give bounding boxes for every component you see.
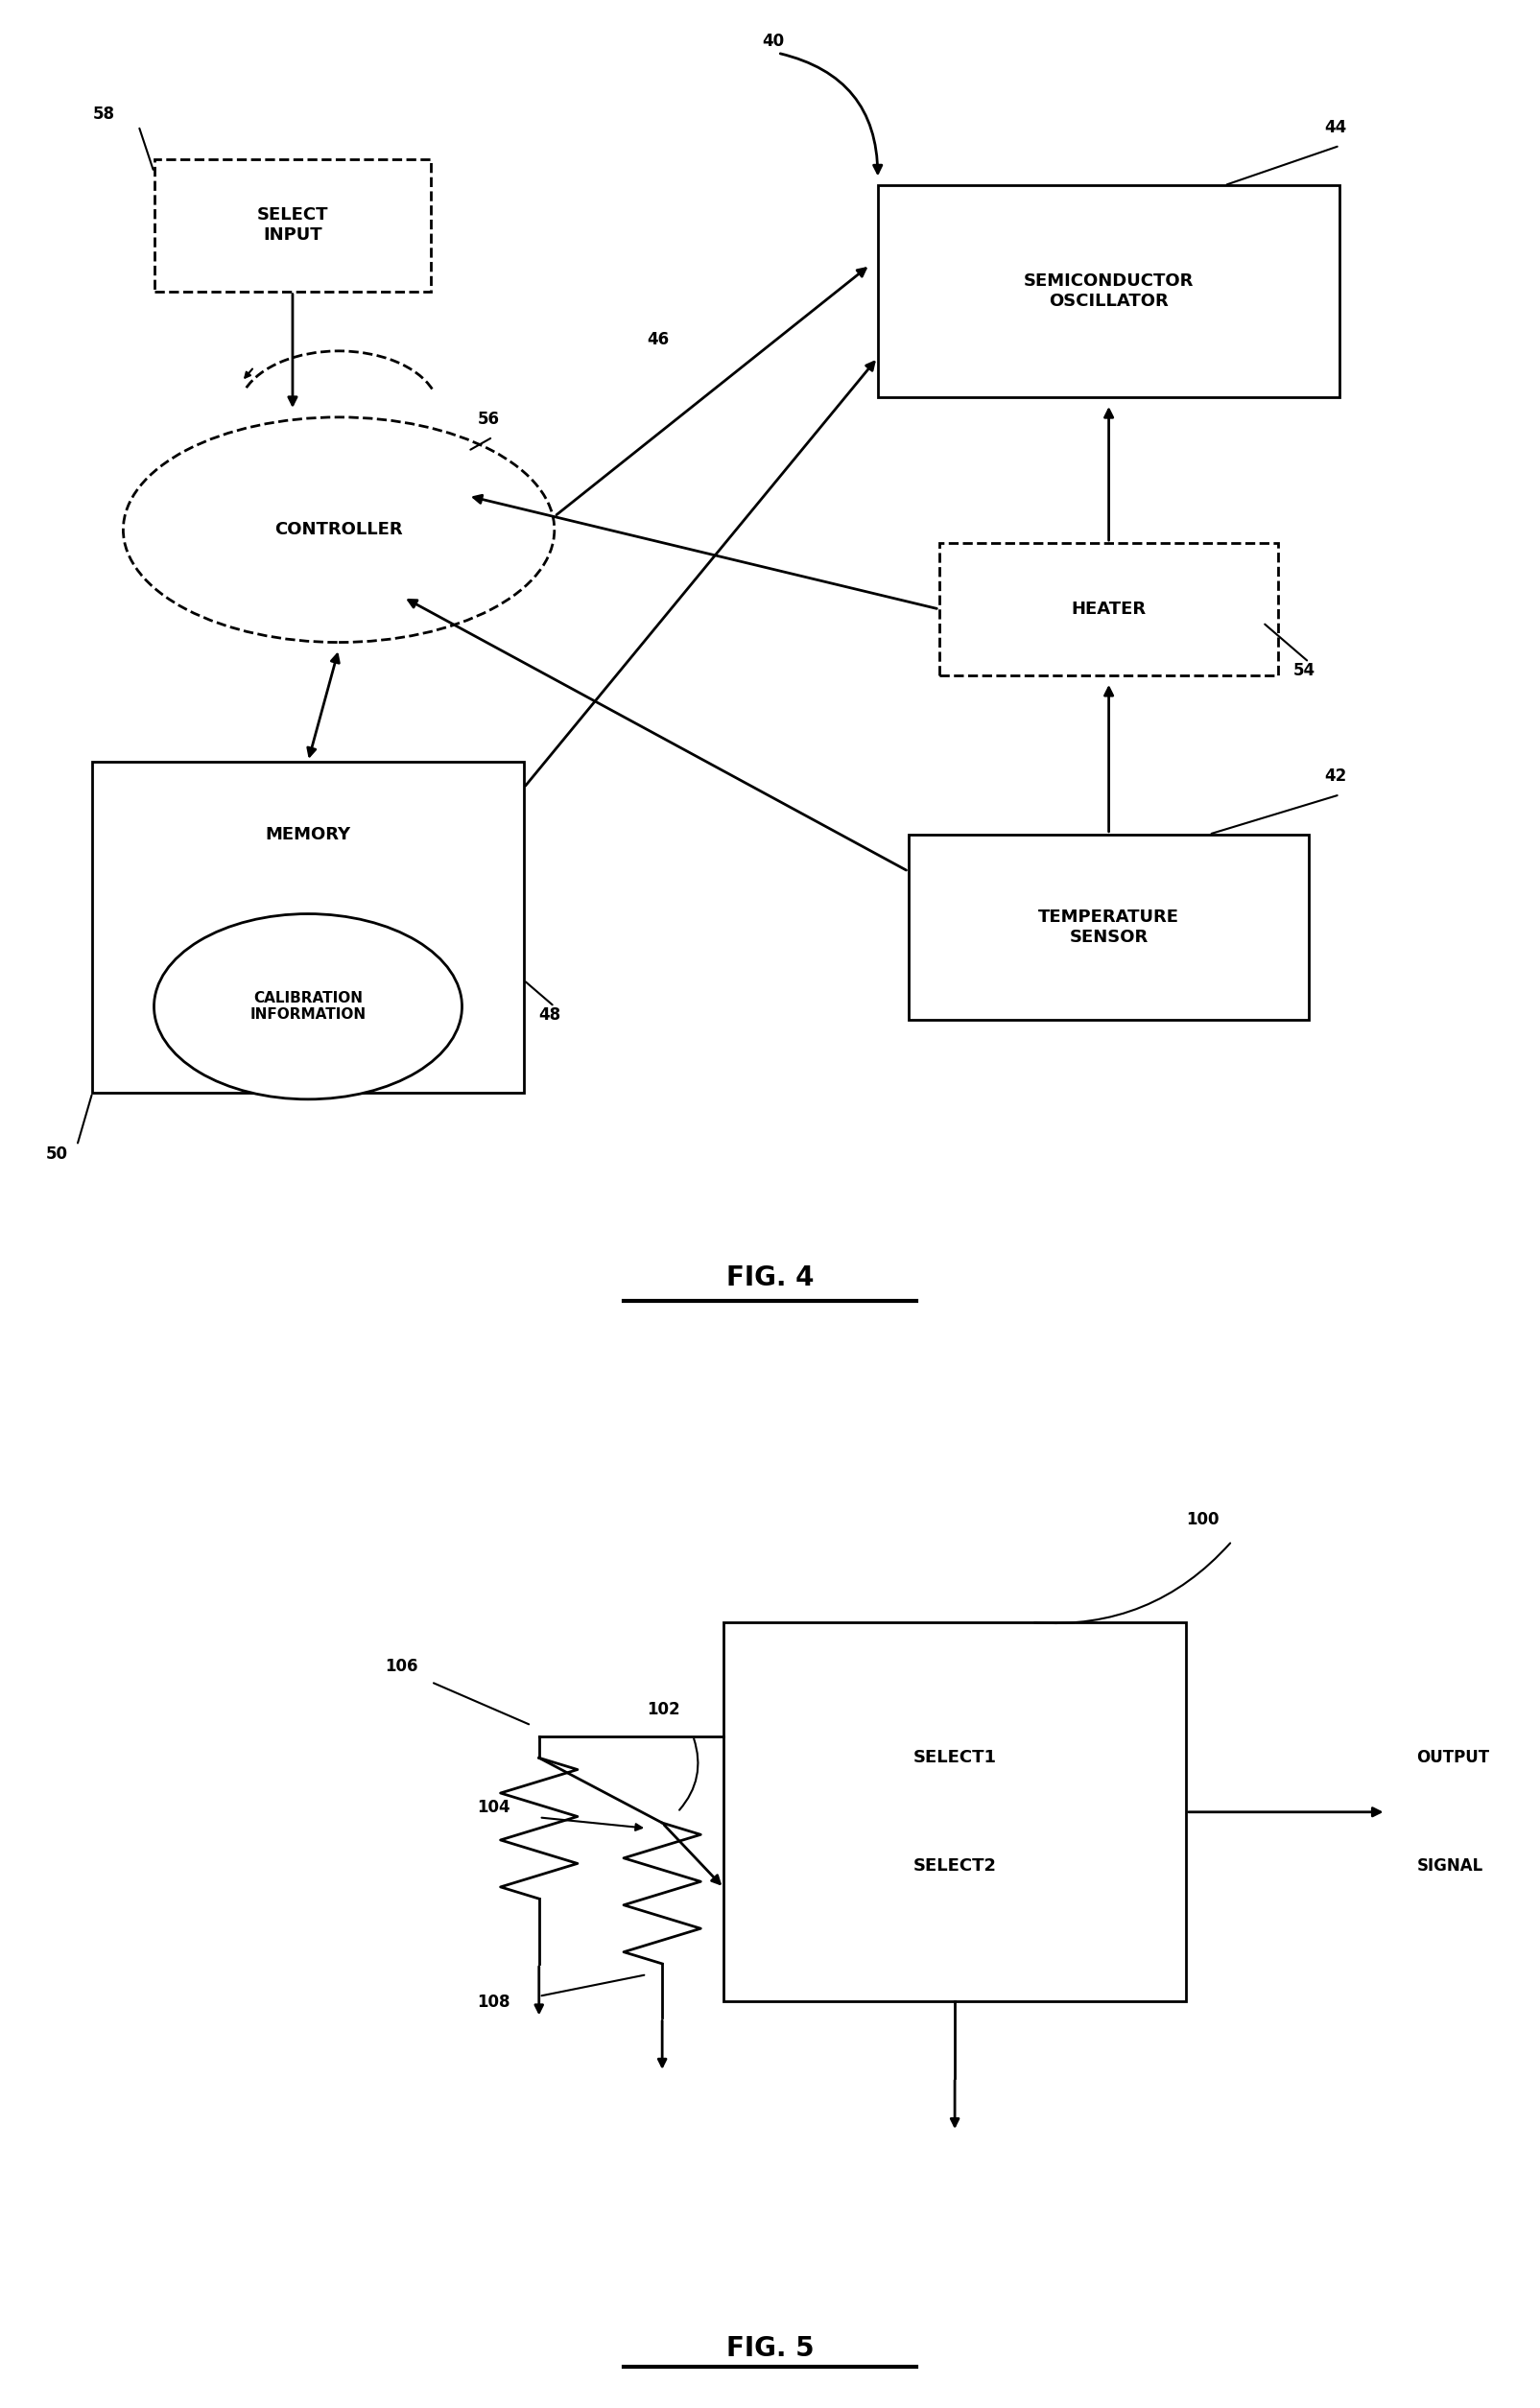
Text: 40: 40 xyxy=(762,34,784,51)
Text: 46: 46 xyxy=(647,330,668,349)
Text: 104: 104 xyxy=(477,1799,511,1816)
Text: SELECT1: SELECT1 xyxy=(913,1748,996,1767)
Text: SEMICONDUCTOR
OSCILLATOR: SEMICONDUCTOR OSCILLATOR xyxy=(1024,272,1194,311)
Text: 42: 42 xyxy=(1324,768,1346,785)
Text: SELECT2: SELECT2 xyxy=(913,1857,996,1876)
Text: 106: 106 xyxy=(385,1657,417,1676)
Ellipse shape xyxy=(123,417,554,643)
Text: 50: 50 xyxy=(46,1146,68,1163)
Text: 44: 44 xyxy=(1324,118,1346,137)
Text: 48: 48 xyxy=(539,1007,561,1023)
Text: FIG. 5: FIG. 5 xyxy=(725,2336,815,2362)
Text: TEMPERATURE
SENSOR: TEMPERATURE SENSOR xyxy=(1038,908,1180,946)
Bar xyxy=(154,159,431,291)
Text: FIG. 4: FIG. 4 xyxy=(725,1264,815,1291)
Bar xyxy=(939,542,1278,674)
Text: SIGNAL: SIGNAL xyxy=(1417,1857,1483,1876)
Text: 56: 56 xyxy=(477,409,499,429)
Bar xyxy=(724,1623,1186,2001)
Text: 100: 100 xyxy=(1186,1512,1218,1529)
Text: SELECT
INPUT: SELECT INPUT xyxy=(257,207,328,243)
Text: 102: 102 xyxy=(647,1700,681,1719)
Text: HEATER: HEATER xyxy=(1072,600,1146,619)
Ellipse shape xyxy=(154,915,462,1098)
Text: 108: 108 xyxy=(477,1994,510,2011)
Text: 54: 54 xyxy=(1294,662,1315,679)
Bar xyxy=(878,185,1340,397)
Text: CONTROLLER: CONTROLLER xyxy=(274,520,403,539)
Text: MEMORY: MEMORY xyxy=(265,826,351,843)
Bar xyxy=(92,761,524,1093)
Bar xyxy=(909,836,1309,1021)
Text: OUTPUT: OUTPUT xyxy=(1417,1748,1489,1767)
Text: 58: 58 xyxy=(92,106,114,123)
Text: CALIBRATION
INFORMATION: CALIBRATION INFORMATION xyxy=(249,992,367,1021)
